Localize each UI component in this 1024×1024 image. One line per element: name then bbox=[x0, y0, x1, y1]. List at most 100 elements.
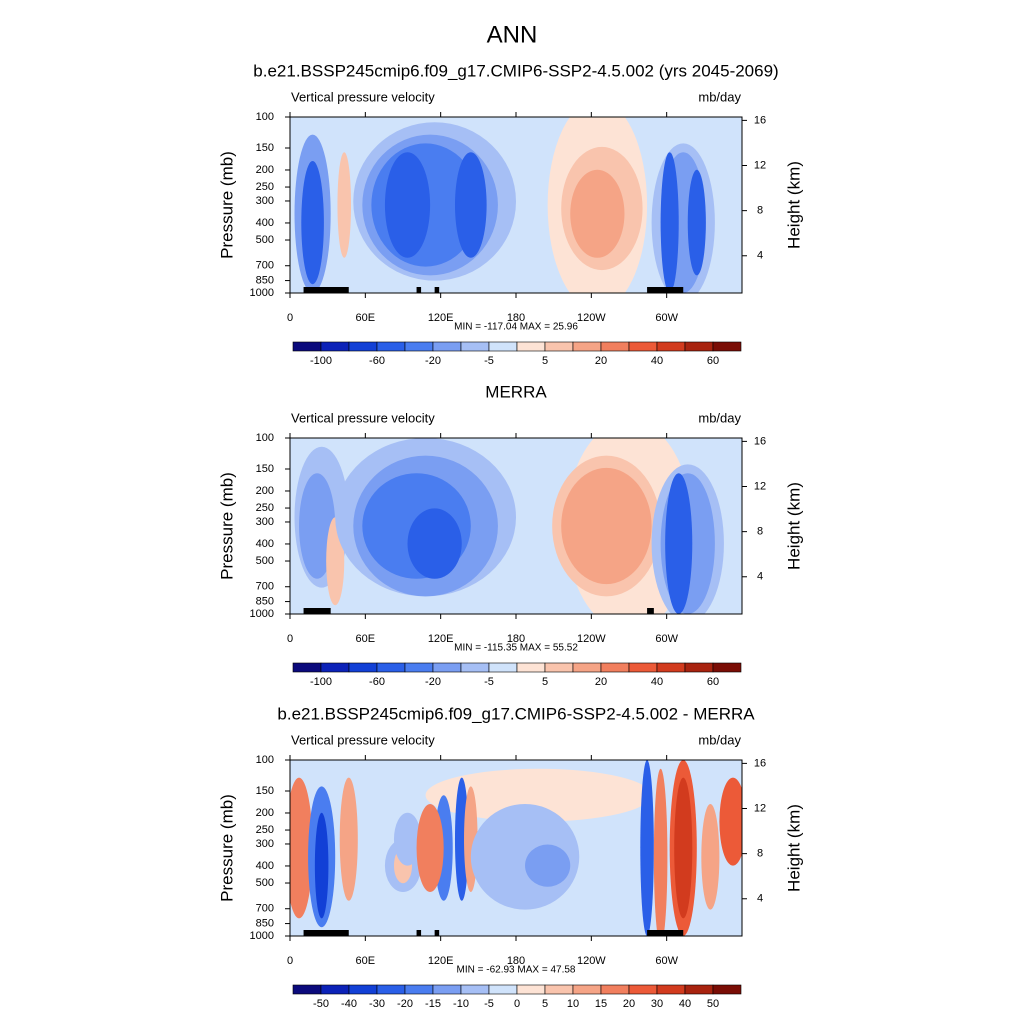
colorbar-box bbox=[320, 662, 350, 673]
topography bbox=[647, 930, 684, 936]
y2-axis-label: Height (km) bbox=[784, 804, 803, 892]
contour-region bbox=[299, 473, 336, 579]
contour-region bbox=[665, 473, 693, 614]
panel: b.e21.BSSP245cmip6.f09_g17.CMIP6-SSP2-4.… bbox=[217, 61, 803, 366]
y-tick-label: 300 bbox=[256, 516, 274, 528]
colorbar-label: 40 bbox=[651, 355, 663, 367]
y-tick-label: 400 bbox=[256, 217, 274, 229]
colorbar-box bbox=[572, 984, 602, 995]
left-label: Vertical pressure velocity bbox=[291, 89, 435, 104]
colorbar-box bbox=[600, 984, 630, 995]
contour-region bbox=[384, 152, 431, 258]
colorbar-box bbox=[348, 341, 378, 352]
contour-region bbox=[314, 812, 329, 919]
x-tick-label: 120E bbox=[428, 955, 454, 967]
y-tick-label: 150 bbox=[256, 142, 274, 154]
colorbar-box bbox=[572, 341, 602, 352]
colorbar-label: -20 bbox=[397, 998, 413, 1010]
y-tick-label: 250 bbox=[256, 181, 274, 193]
x-tick-label: 180 bbox=[507, 312, 525, 324]
x-tick-label: 120E bbox=[428, 633, 454, 645]
x-tick-label: 0 bbox=[287, 955, 293, 967]
colorbar-box bbox=[600, 662, 630, 673]
y-tick-label: 1000 bbox=[250, 287, 274, 299]
colorbar-label: -60 bbox=[369, 676, 385, 688]
colorbar-label: -20 bbox=[425, 355, 441, 367]
contour-region bbox=[407, 508, 462, 579]
x-tick-label: 60E bbox=[356, 955, 376, 967]
panel-title: b.e21.BSSP245cmip6.f09_g17.CMIP6-SSP2-4.… bbox=[277, 704, 755, 723]
colorbar-box bbox=[348, 984, 378, 995]
colorbar-box bbox=[712, 341, 742, 352]
right-label: mb/day bbox=[698, 410, 741, 425]
colorbar-box bbox=[600, 341, 630, 352]
contour-region bbox=[719, 777, 742, 866]
topography bbox=[326, 930, 336, 936]
y-tick-label: 700 bbox=[256, 903, 274, 915]
y-tick-label: 250 bbox=[256, 824, 274, 836]
contour-region bbox=[425, 768, 652, 822]
colorbar-label: 40 bbox=[651, 676, 663, 688]
colorbar-label: -100 bbox=[310, 355, 332, 367]
contour-field bbox=[290, 438, 742, 614]
y-tick-label: 850 bbox=[256, 595, 274, 607]
contour-region bbox=[393, 812, 422, 866]
colorbar-box bbox=[572, 662, 602, 673]
y2-tick-label: 12 bbox=[754, 480, 766, 492]
y-axis-label: Pressure (mb) bbox=[217, 472, 236, 580]
colorbar-box bbox=[460, 984, 490, 995]
y2-tick-label: 4 bbox=[757, 250, 763, 262]
colorbar-box bbox=[292, 984, 322, 995]
colorbar-label: -5 bbox=[484, 676, 494, 688]
colorbar-label: -60 bbox=[369, 355, 385, 367]
colorbar-label: 5 bbox=[542, 676, 548, 688]
y2-tick-label: 12 bbox=[754, 802, 766, 814]
left-label: Vertical pressure velocity bbox=[291, 410, 435, 425]
colorbar-box bbox=[292, 662, 322, 673]
colorbar-label: 15 bbox=[595, 998, 607, 1010]
colorbar-box bbox=[516, 341, 546, 352]
contour-region bbox=[416, 804, 444, 892]
colorbar-box bbox=[656, 341, 686, 352]
y-tick-label: 150 bbox=[256, 463, 274, 475]
x-tick-label: 60W bbox=[655, 633, 678, 645]
y-tick-label: 200 bbox=[256, 807, 274, 819]
colorbar-box bbox=[376, 662, 406, 673]
x-tick-label: 120W bbox=[577, 633, 606, 645]
topography bbox=[303, 608, 327, 614]
x-tick-label: 60W bbox=[655, 955, 678, 967]
contour-region bbox=[570, 169, 625, 258]
colorbar-box bbox=[656, 984, 686, 995]
contour-field bbox=[290, 117, 742, 293]
y2-tick-label: 12 bbox=[754, 159, 766, 171]
colorbar-box bbox=[488, 984, 518, 995]
topography bbox=[434, 930, 440, 936]
topography bbox=[321, 608, 331, 614]
contour-region bbox=[337, 152, 352, 258]
colorbar-label: -30 bbox=[369, 998, 385, 1010]
y-tick-label: 850 bbox=[256, 274, 274, 286]
colorbar-label: 5 bbox=[542, 998, 548, 1010]
colorbar-label: -5 bbox=[484, 998, 494, 1010]
y2-axis-label: Height (km) bbox=[784, 482, 803, 570]
colorbar-box bbox=[432, 341, 462, 352]
contour-region bbox=[687, 169, 706, 276]
colorbar-box bbox=[376, 984, 406, 995]
colorbar-label: 10 bbox=[567, 998, 579, 1010]
colorbar-box bbox=[432, 662, 462, 673]
topography bbox=[416, 930, 422, 936]
colorbar-box bbox=[404, 662, 434, 673]
y2-tick-label: 8 bbox=[757, 526, 763, 538]
colorbar-box bbox=[320, 984, 350, 995]
colorbar-box bbox=[488, 341, 518, 352]
y-tick-label: 1000 bbox=[250, 608, 274, 620]
x-tick-label: 120E bbox=[428, 312, 454, 324]
y-tick-label: 1000 bbox=[250, 930, 274, 942]
x-tick-label: 0 bbox=[287, 312, 293, 324]
y-tick-label: 500 bbox=[256, 234, 274, 246]
y-tick-label: 200 bbox=[256, 485, 274, 497]
contour-region bbox=[290, 777, 313, 919]
y2-tick-label: 4 bbox=[757, 893, 763, 905]
topography bbox=[326, 287, 336, 293]
